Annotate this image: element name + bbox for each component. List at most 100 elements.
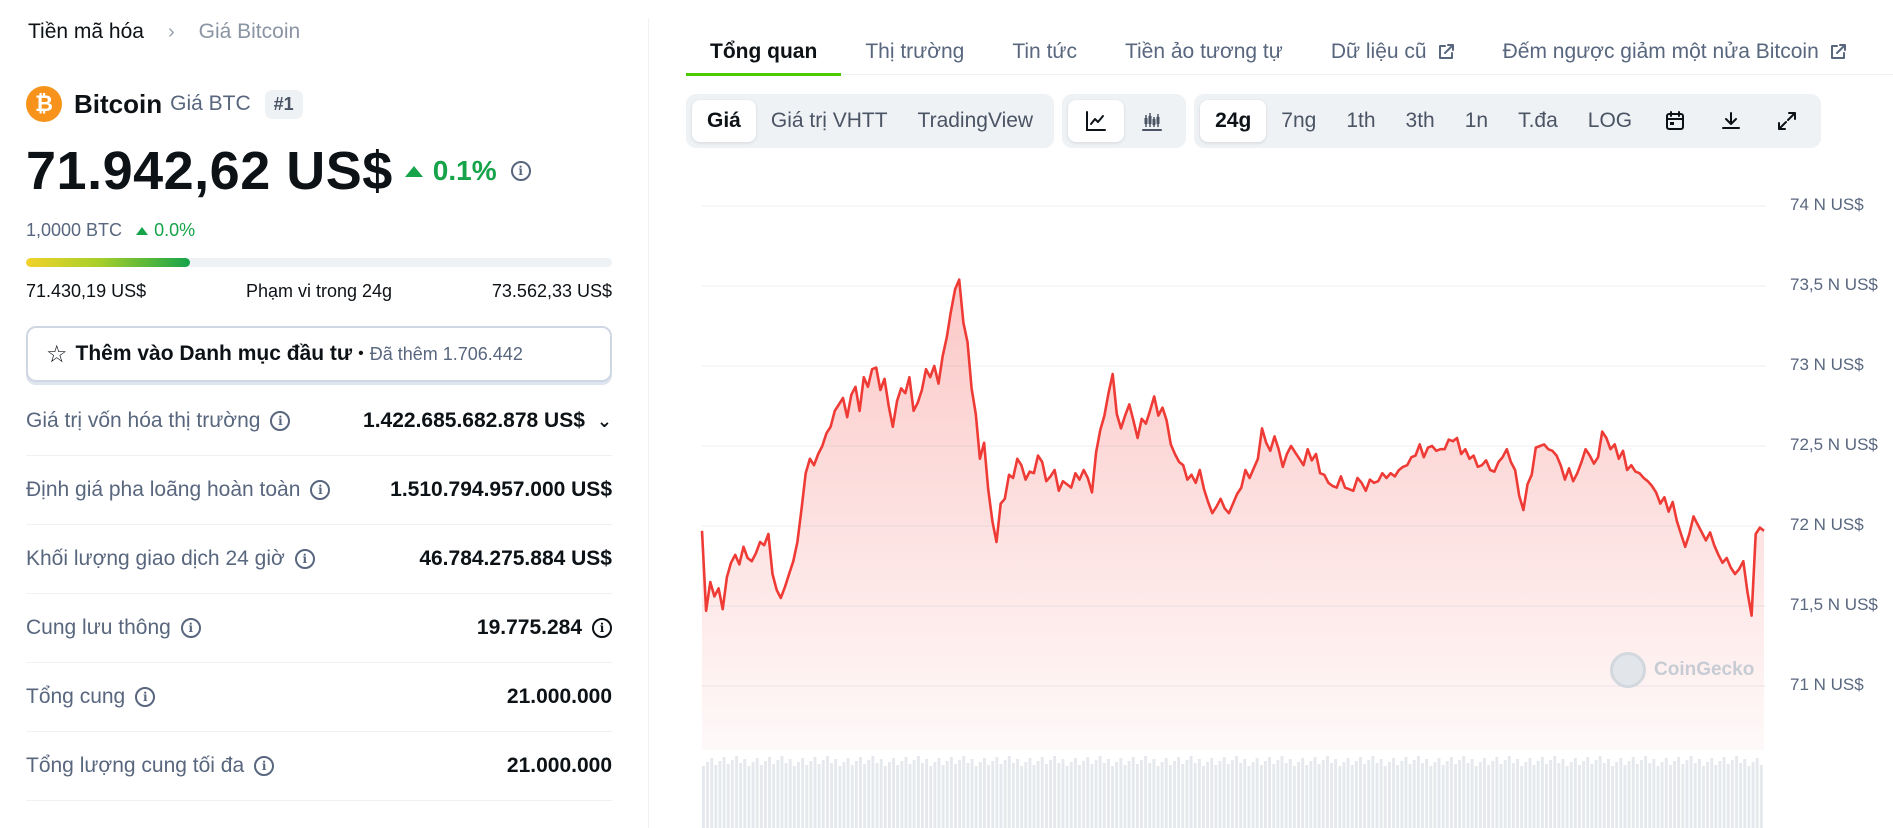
stat-label: Cung lưu thông i: [26, 616, 201, 640]
stat-row-fdv: Định giá pha loãng hoàn toàn i 1.510.794…: [26, 456, 612, 525]
volume-bar: [817, 764, 821, 828]
add-to-portfolio-button[interactable]: ☆ Thêm vào Danh mục đầu tư • Đã thêm 1.7…: [26, 326, 612, 382]
volume-bar: [1433, 762, 1437, 828]
volume-bar: [730, 760, 734, 828]
volume-bar: [1119, 758, 1123, 828]
volume-bar: [1338, 766, 1342, 828]
volume-bar: [1627, 761, 1631, 828]
chevron-down-icon[interactable]: ⌄: [596, 410, 612, 431]
volume-bar: [1288, 759, 1292, 828]
external-link-icon: [1830, 44, 1846, 59]
stat-label: Giá trị vốn hóa thị trường i: [26, 409, 291, 433]
range-7d-button[interactable]: 7ng: [1281, 109, 1317, 132]
log-scale-button[interactable]: LOG: [1587, 109, 1633, 132]
volume-bar: [780, 756, 784, 828]
fullscreen-button[interactable]: [1759, 100, 1815, 142]
volume-bar: [1553, 756, 1557, 828]
volume-bar: [1507, 756, 1511, 828]
stats-list: Giá trị vốn hóa thị trường i 1.422.685.6…: [26, 387, 612, 801]
tab-markets[interactable]: Thị trường: [841, 30, 988, 74]
volume-bar: [1623, 765, 1627, 828]
info-icon[interactable]: i: [270, 411, 291, 431]
calendar-icon: [1666, 111, 1685, 130]
volume-bar: [826, 756, 829, 828]
volume-bar: [1078, 765, 1081, 828]
volume-bar: [991, 761, 995, 828]
volume-bar: [1168, 765, 1172, 828]
volume-bar: [1243, 759, 1247, 828]
price-chart[interactable]: CoinGecko 71 N US$ 71,5 N US$ 72 N US$ 72,5…: [686, 190, 1893, 828]
volume-bar: [1359, 757, 1362, 828]
metric-tradingview-button[interactable]: TradingView: [917, 109, 1034, 132]
volume-bar: [809, 761, 813, 828]
volume-bar: [1024, 762, 1028, 828]
volume-bar: [706, 762, 709, 828]
current-price: 71.942,62 US$: [26, 141, 393, 201]
volume-bar: [1578, 765, 1581, 828]
volume-bar: [821, 760, 825, 828]
range-24h-button[interactable]: 24g: [1200, 100, 1267, 142]
info-icon[interactable]: i: [510, 161, 531, 181]
range-1m-button[interactable]: 1th: [1346, 109, 1376, 132]
download-button[interactable]: [1703, 100, 1759, 142]
info-icon[interactable]: i: [254, 756, 275, 776]
volume-bar: [1292, 766, 1296, 828]
breadcrumb-root-link[interactable]: Tiền mã hóa: [28, 20, 144, 43]
breadcrumb: Tiền mã hóa › Giá Bitcoin: [28, 20, 300, 44]
volume-bar: [1367, 760, 1371, 828]
volume-bar: [1602, 763, 1606, 828]
stat-value: 21.000.000: [507, 685, 612, 709]
volume-bar: [1644, 756, 1648, 828]
tab-overview[interactable]: Tổng quan: [686, 30, 842, 76]
volume-bar: [1437, 758, 1441, 828]
volume-bar: [788, 759, 792, 828]
volume-bar: [702, 766, 705, 828]
calendar-button[interactable]: [1647, 100, 1703, 142]
info-icon[interactable]: i: [310, 480, 331, 500]
y-tick-label: 73,5 N US$: [1790, 275, 1878, 294]
volume-bar: [834, 759, 838, 828]
info-icon[interactable]: i: [135, 687, 156, 707]
info-icon[interactable]: i: [592, 618, 612, 638]
stat-label: Định giá pha loãng hoàn toàn i: [26, 478, 331, 502]
volume-bar: [1722, 757, 1726, 828]
metric-market-cap-button[interactable]: Giá trị VHTT: [770, 109, 888, 132]
tab-similar-coins[interactable]: Tiền ảo tương tự: [1101, 30, 1307, 74]
volume-bar: [714, 765, 718, 828]
coin-header: ₿ Bitcoin Giá BTC #1: [26, 86, 303, 122]
volume-bar: [1549, 760, 1552, 828]
volume-bar: [1664, 758, 1668, 828]
stat-row-market-cap[interactable]: Giá trị vốn hóa thị trường i 1.422.685.6…: [26, 387, 612, 456]
volume-bar: [776, 760, 780, 828]
volume-bar: [846, 758, 850, 828]
volume-bar: [805, 765, 809, 828]
volume-bar: [1222, 757, 1226, 828]
volume-bar: [859, 757, 862, 828]
candlestick-chart-button[interactable]: [1124, 100, 1180, 142]
volume-bar: [958, 760, 962, 828]
volume-bar: [1305, 765, 1309, 828]
volume-bar: [1726, 764, 1730, 828]
tab-historical-data[interactable]: Dữ liệu cũ: [1307, 30, 1479, 74]
volume-bar: [1511, 763, 1515, 828]
volume-bar: [1049, 760, 1052, 828]
volume-bar: [1214, 765, 1218, 828]
range-3m-button[interactable]: 3th: [1405, 109, 1435, 132]
volume-bar: [1640, 760, 1643, 828]
volume-bar: [863, 764, 867, 828]
volume-bar: [945, 761, 949, 828]
volume-bar: [970, 759, 974, 828]
volume-bar: [1235, 756, 1238, 828]
range-1y-button[interactable]: 1n: [1464, 109, 1489, 132]
volume-bar: [755, 758, 759, 828]
stat-value-text: 1.510.794.957.000 US$: [390, 478, 612, 501]
chart-type-selector: [1062, 94, 1187, 148]
range-max-button[interactable]: T.đa: [1518, 109, 1558, 132]
info-icon[interactable]: i: [180, 618, 201, 638]
info-icon[interactable]: i: [294, 549, 315, 569]
tab-halving-countdown[interactable]: Đếm ngược giảm một nửa Bitcoin: [1479, 30, 1871, 74]
metric-price-button[interactable]: Giá: [692, 100, 756, 142]
line-chart-button[interactable]: [1068, 100, 1125, 142]
tab-news[interactable]: Tin tức: [988, 30, 1101, 74]
volume-bar: [999, 764, 1003, 828]
